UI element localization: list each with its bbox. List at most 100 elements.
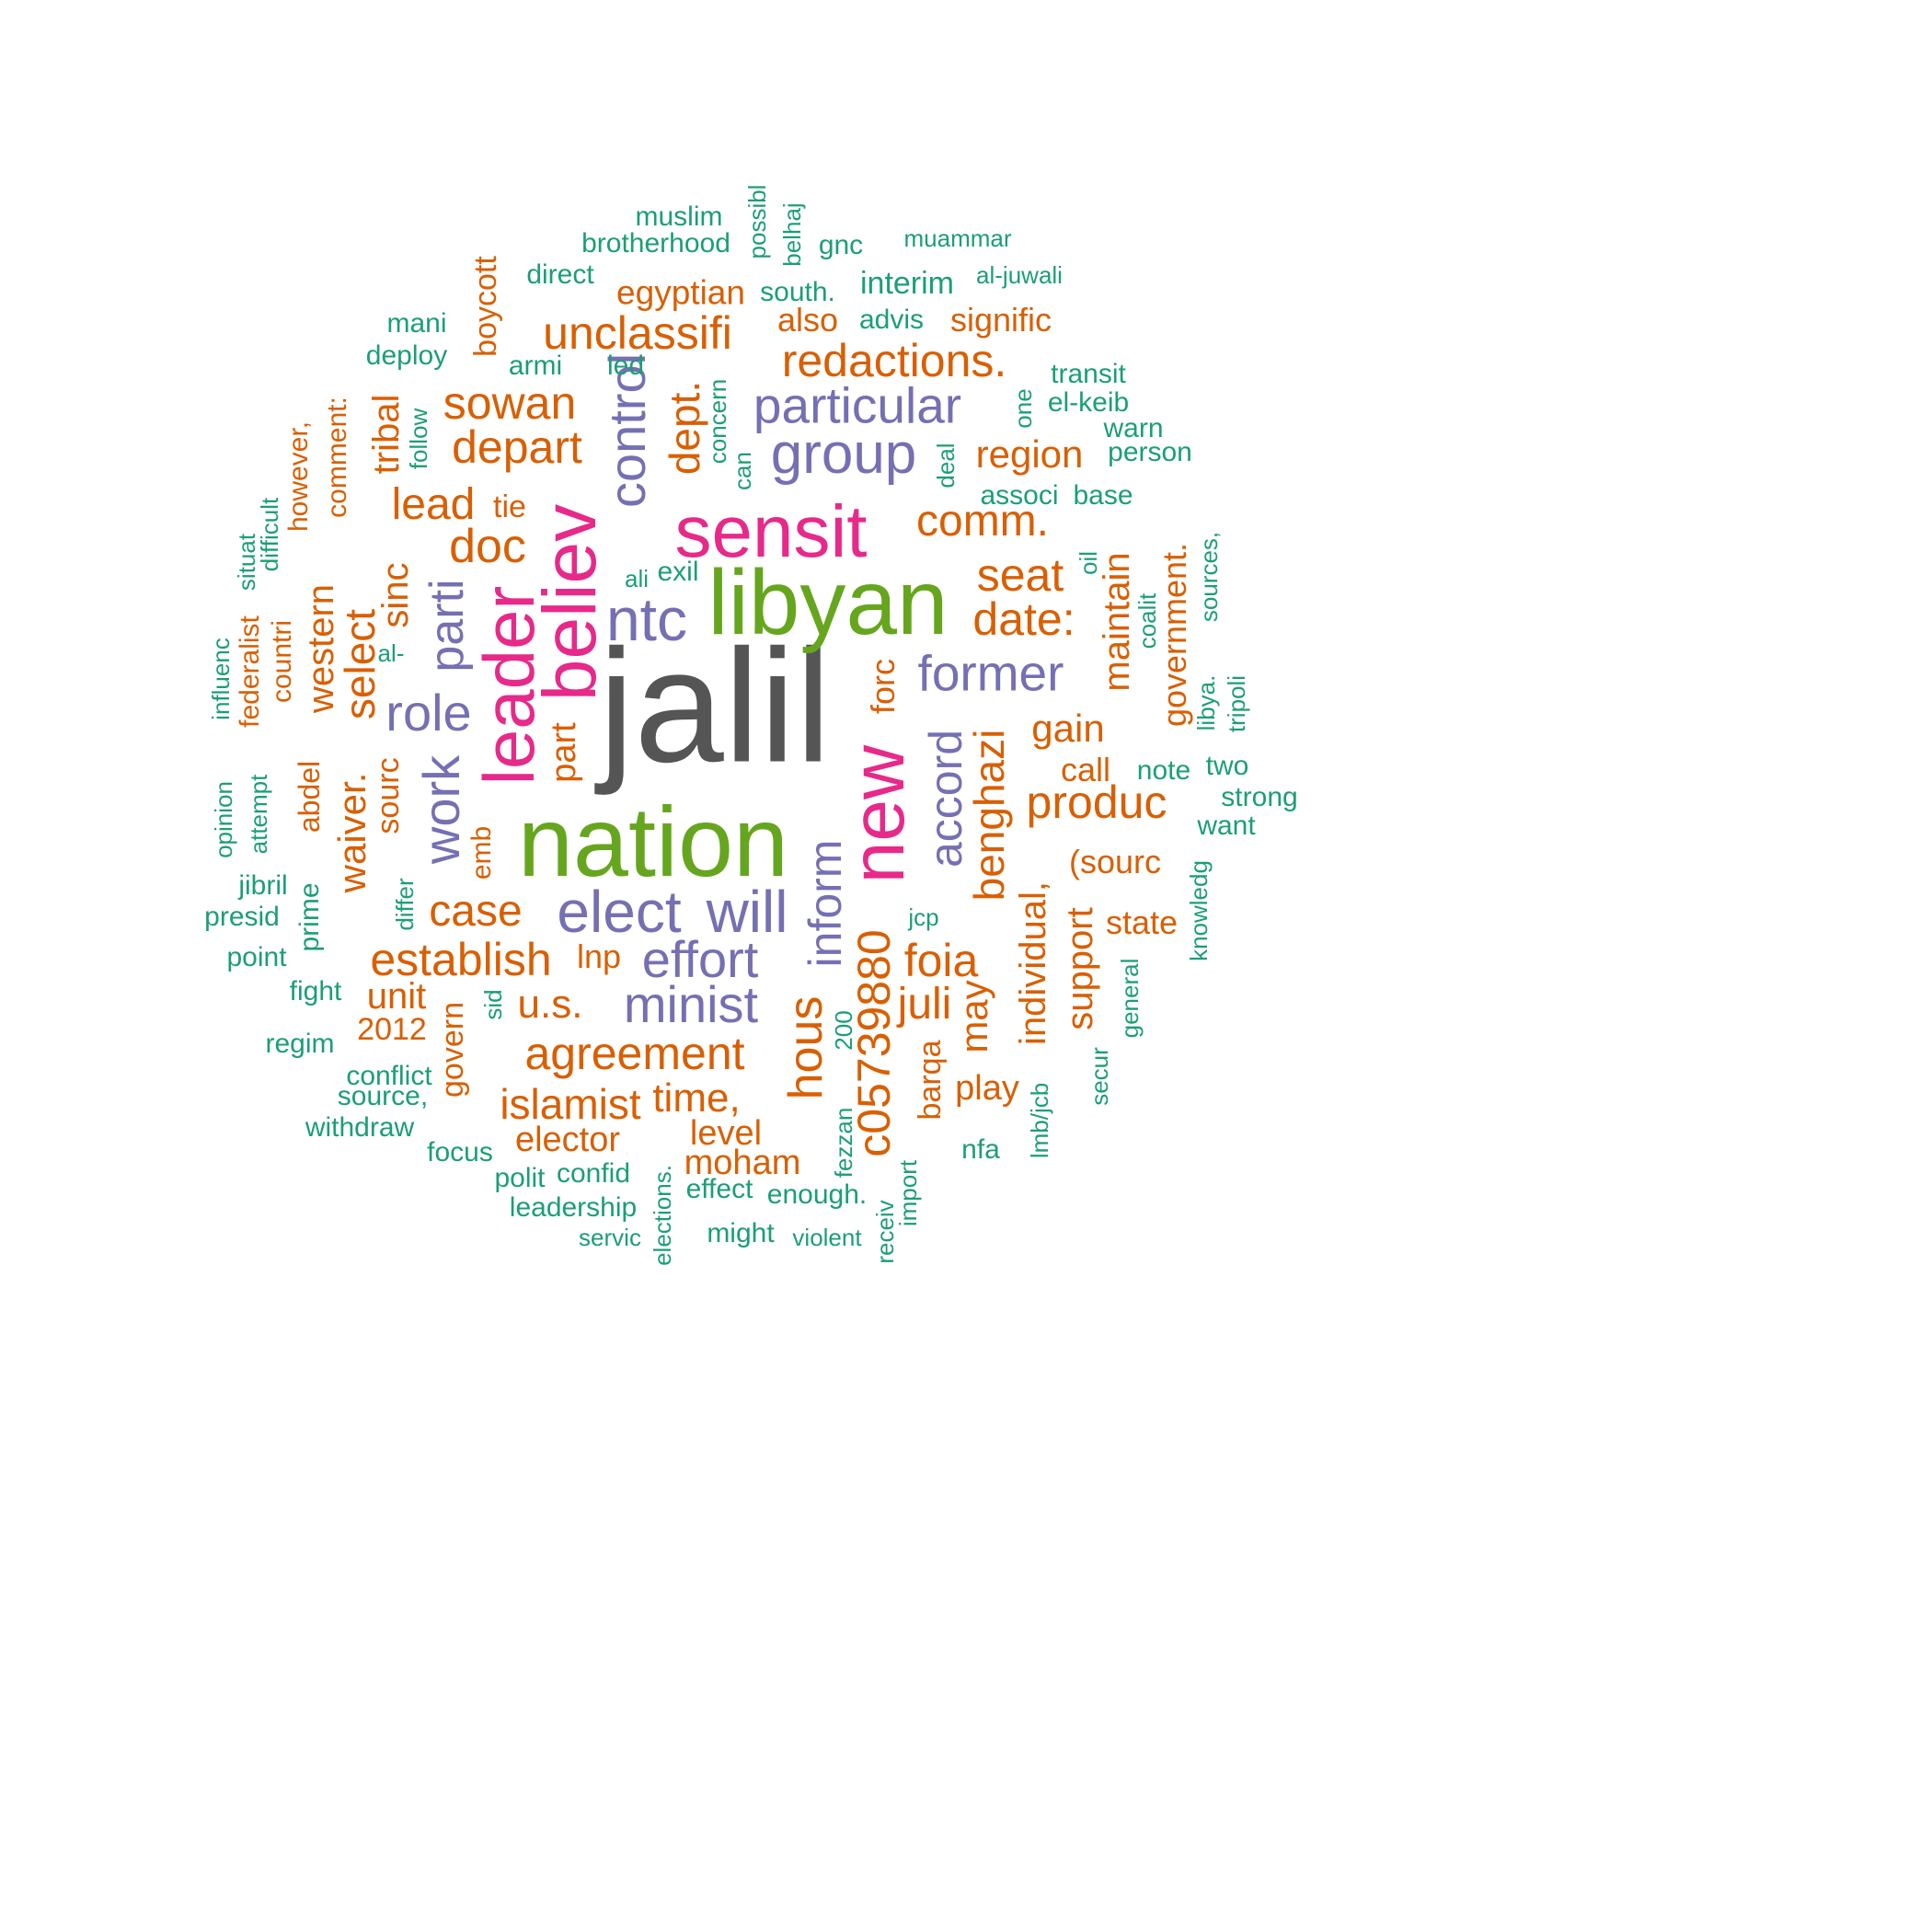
- word-lead: lead: [391, 480, 476, 529]
- word-brotherhood: brotherhood: [581, 228, 730, 259]
- word-minist: minist: [623, 975, 759, 1033]
- word-situat: situat: [233, 533, 260, 592]
- word-date: date:: [972, 593, 1075, 645]
- word-deal: deal: [932, 443, 960, 489]
- word-juli: juli: [897, 980, 952, 1029]
- word-might: might: [707, 1218, 775, 1248]
- word-case: case: [429, 887, 523, 936]
- word-accord: accord: [920, 729, 972, 868]
- word-sourc: (sourc: [1068, 843, 1162, 880]
- word-particular: particular: [753, 376, 962, 434]
- word-difficult: difficult: [256, 497, 283, 572]
- word-lnp: lnp: [576, 937, 622, 975]
- word-u-s: u.s.: [517, 982, 583, 1027]
- word-strong: strong: [1221, 782, 1298, 812]
- word-belhaj: belhaj: [778, 202, 806, 267]
- word-part: part: [545, 722, 583, 783]
- word-jalil: jalil: [598, 616, 832, 797]
- word-jcp: jcp: [908, 903, 939, 931]
- word-tie: tie: [493, 489, 526, 524]
- word-muammar: muammar: [903, 224, 1012, 252]
- word-regim: regim: [265, 1029, 335, 1059]
- word-sowan: sowan: [443, 377, 577, 429]
- word-unit: unit: [366, 976, 427, 1017]
- word-individual: individual,: [1013, 881, 1053, 1045]
- word-want: want: [1197, 811, 1256, 841]
- word-deploy: deploy: [365, 340, 448, 371]
- word-maintain: maintain: [1097, 552, 1137, 692]
- word-cloud: jalil nation libyan sensit believ leader new nt…: [204, 184, 1298, 1266]
- word-polit: polit: [494, 1163, 546, 1193]
- word-produc: produc: [1026, 776, 1167, 828]
- word-forc: forc: [864, 658, 902, 715]
- word-tripoli: tripoli: [1223, 674, 1250, 733]
- word-work: work: [412, 754, 470, 865]
- word-play: play: [955, 1069, 1019, 1108]
- word-c05739880: c05739880: [848, 929, 900, 1157]
- word-south: south.: [760, 277, 835, 307]
- word-focus: focus: [427, 1137, 493, 1167]
- word-possibl: possibl: [743, 184, 771, 259]
- word-muslim: muslim: [635, 201, 723, 232]
- word-unclassifi: unclassifi: [543, 307, 732, 359]
- word-al-juwali: al-juwali: [976, 261, 1063, 289]
- word-leadership: leadership: [509, 1192, 638, 1223]
- word-associ: associ: [980, 480, 1059, 511]
- word-level: level: [689, 1114, 763, 1153]
- word-conflict: conflict: [346, 1061, 432, 1091]
- word-warn: warn: [1103, 413, 1164, 443]
- word-violent: violent: [792, 1224, 862, 1251]
- word-person: person: [1108, 437, 1192, 467]
- word-will: will: [706, 879, 788, 945]
- word-also: also: [776, 301, 839, 339]
- word-role: role: [385, 684, 472, 742]
- word-elector: elector: [514, 1121, 621, 1159]
- word-benghazi: benghazi: [965, 729, 1013, 902]
- word-point: point: [226, 942, 287, 972]
- word-200: 200: [830, 1010, 857, 1051]
- word-import: import: [894, 1159, 922, 1227]
- word-comm: comm.: [916, 497, 1049, 546]
- word-leader: leader: [468, 585, 549, 786]
- word-boycott: boycott: [468, 256, 503, 357]
- word-however: however,: [283, 420, 314, 533]
- word-el-keib: el-keib: [1047, 387, 1130, 418]
- word-exil: exil: [657, 557, 699, 587]
- word-countri: countri: [267, 619, 297, 704]
- word-egyptian: egyptian: [616, 273, 745, 312]
- word-seat: seat: [976, 549, 1064, 601]
- word-group: group: [770, 422, 917, 486]
- word-moham: moham: [684, 1144, 801, 1182]
- word-gain: gain: [1031, 707, 1105, 750]
- word-attempt: attempt: [245, 774, 272, 855]
- word-tribal: tribal: [366, 394, 407, 475]
- word-confid: confid: [556, 1158, 631, 1189]
- word-support: support: [1060, 907, 1100, 1030]
- word-follow: follow: [405, 408, 432, 470]
- word-mani: mani: [386, 308, 447, 339]
- word-sourc: sourc: [371, 757, 406, 834]
- word-nfa: nfa: [961, 1134, 1000, 1165]
- word-jibril: jibril: [238, 870, 288, 901]
- word-hous: hous: [779, 995, 833, 1100]
- word-fight: fight: [289, 976, 342, 1006]
- word-withdraw: withdraw: [305, 1112, 415, 1143]
- word-note: note: [1136, 755, 1191, 786]
- word-transit: transit: [1051, 359, 1126, 389]
- word-select: select: [336, 608, 384, 720]
- word-servic: servic: [579, 1224, 641, 1251]
- word-interim: interim: [859, 266, 955, 301]
- word-sensit: sensit: [674, 490, 868, 572]
- word-may: may: [952, 980, 995, 1053]
- word-comment: comment:: [322, 397, 352, 518]
- word-nation: nation: [517, 786, 789, 897]
- word-time: time,: [652, 1075, 741, 1121]
- word-base: base: [1073, 480, 1133, 511]
- word-elect: elect: [557, 879, 682, 945]
- word-source: source,: [337, 1081, 429, 1111]
- word-prime: prime: [294, 882, 325, 952]
- word-emb: emb: [466, 825, 497, 880]
- word-ntc: ntc: [605, 585, 688, 653]
- word-region: region: [975, 432, 1084, 476]
- word-opinion: opinion: [210, 781, 237, 858]
